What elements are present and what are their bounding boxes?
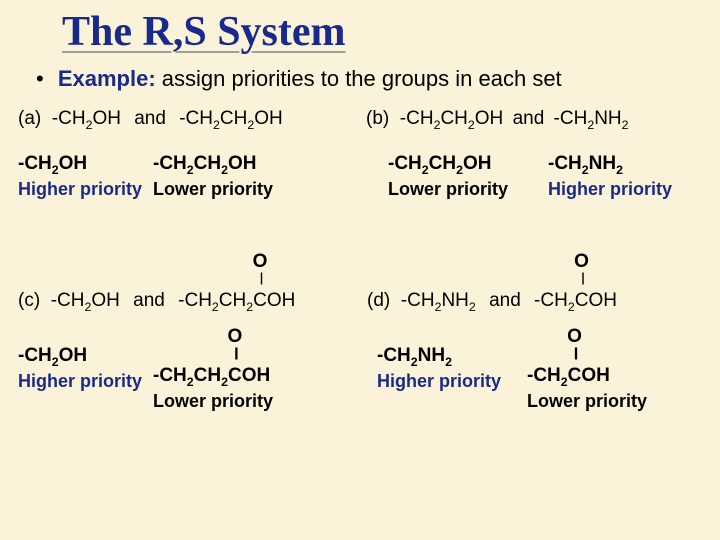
example-label: Example: [58,66,156,91]
carbonyl-icon: O||C [568,346,582,385]
set-b-ans2-formula: -CH2NH2 [548,154,708,176]
row-ab: (a) -CH2OH and -CH2CH2OH -CH2OH Higher p… [18,108,708,200]
set-a-g1: -CH2OH [52,108,121,129]
set-d-ans1-priority: Higher priority [377,371,527,392]
set-a-answers: -CH2OH Higher priority -CH2CH2OH Lower p… [18,154,358,200]
set-b-label: (b) [366,108,389,129]
set-c-pair: (c) -CH2OH and -CH2CH2O||COH [18,270,359,314]
set-a-ans2-formula: -CH2CH2OH [153,154,313,176]
set-a-label: (a) [18,108,41,129]
carbonyl-icon: O||C [228,346,242,385]
slide-title: The R,S System [0,0,720,56]
carbonyl-icon: O||C [575,270,589,312]
set-d-g1: -CH2NH2 [401,290,476,311]
set-c-ans1-formula: -CH2OH [18,346,153,368]
example-line: • Example: assign priorities to the grou… [0,56,720,92]
set-a: (a) -CH2OH and -CH2CH2OH -CH2OH Higher p… [18,108,358,200]
set-c: (c) -CH2OH and -CH2CH2O||COH -CH2OH High… [18,270,359,412]
set-c-g2: -CH2CH2O||COH [178,290,295,311]
set-b-ans1-priority: Lower priority [388,179,548,200]
example-text: assign priorities to the groups in each … [162,66,562,91]
set-b-pair: (b) -CH2CH2OH and -CH2NH2 [366,108,708,132]
set-c-ans2-priority: Lower priority [153,391,313,412]
set-b-g1: -CH2CH2OH [400,108,503,129]
set-a-and: and [134,108,166,129]
set-b-ans2-priority: Higher priority [548,179,708,200]
set-c-ans2-formula: -CH2CH2O||COH [153,346,313,388]
row-cd: (c) -CH2OH and -CH2CH2O||COH -CH2OH High… [18,270,708,412]
set-d-g2: -CH2O||COH [534,290,617,311]
set-c-answers: -CH2OH Higher priority -CH2CH2O||COH Low… [18,346,359,412]
set-d: (d) -CH2NH2 and -CH2O||COH -CH2NH2 Highe… [367,270,708,412]
set-d-ans2-priority: Lower priority [527,391,687,412]
set-a-ans1-formula: -CH2OH [18,154,153,176]
set-a-g2: -CH2CH2OH [179,108,282,129]
set-a-pair: (a) -CH2OH and -CH2CH2OH [18,108,358,132]
set-c-label: (c) [18,290,40,311]
set-b-and: and [513,108,545,129]
set-d-answers: -CH2NH2 Higher priority -CH2O||COH Lower… [377,346,708,412]
set-d-pair: (d) -CH2NH2 and -CH2O||COH [367,270,708,314]
set-d-ans2-formula: -CH2O||COH [527,346,687,388]
set-b: (b) -CH2CH2OH and -CH2NH2 -CH2CH2OH Lowe… [366,108,708,200]
set-d-ans1-formula: -CH2NH2 [377,346,527,368]
set-b-answers: -CH2CH2OH Lower priority -CH2NH2 Higher … [388,154,708,200]
set-b-g2: -CH2NH2 [554,108,629,129]
examples-grid: (a) -CH2OH and -CH2CH2OH -CH2OH Higher p… [18,108,708,482]
set-c-g1: -CH2OH [51,290,120,311]
set-c-ans1-priority: Higher priority [18,371,153,392]
bullet-icon: • [36,66,44,91]
set-b-ans1-formula: -CH2CH2OH [388,154,548,176]
set-c-and: and [133,290,165,311]
set-d-and: and [489,290,521,311]
set-a-ans1-priority: Higher priority [18,179,153,200]
set-a-ans2-priority: Lower priority [153,179,313,200]
carbonyl-icon: O||C [253,270,267,312]
set-d-label: (d) [367,290,390,311]
